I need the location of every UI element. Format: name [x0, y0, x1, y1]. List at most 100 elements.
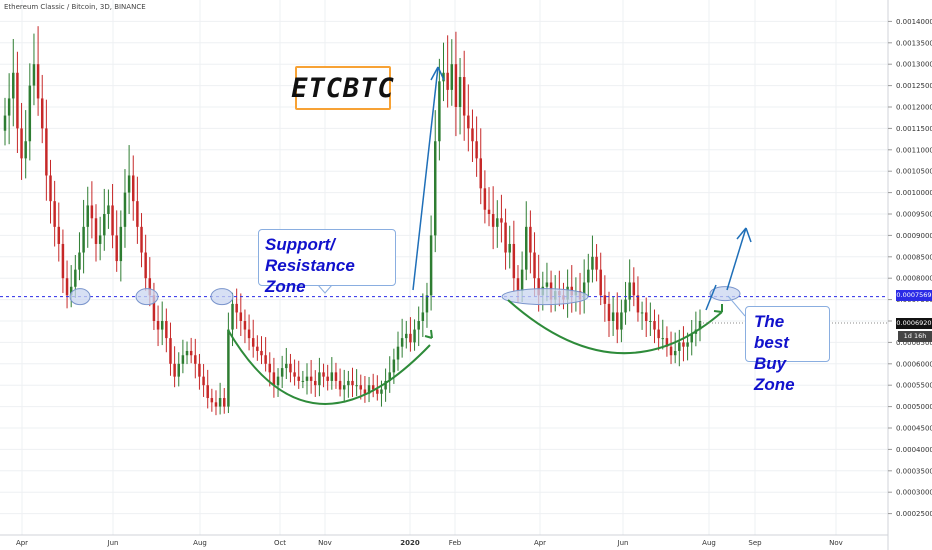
candle-body	[529, 226, 532, 253]
y-tick-label: 0.0012000	[896, 104, 932, 112]
candle-body	[231, 303, 234, 330]
buy-zone-callout: The best Buy Zone	[745, 306, 830, 394]
buy-callout-line1: The best	[754, 312, 789, 352]
candle-body	[28, 85, 32, 142]
y-tick-label: 0.0004500	[896, 425, 932, 433]
candle-body	[421, 312, 425, 321]
candle-body	[305, 376, 309, 381]
projection-arrow-line	[726, 227, 747, 291]
touch-zone-ellipse	[135, 288, 159, 306]
touch-zone-ellipse	[501, 288, 589, 306]
candle-body	[86, 205, 89, 227]
candle-body	[115, 235, 118, 262]
candle-body	[289, 363, 292, 373]
y-tick-label: 0.0013000	[896, 61, 932, 69]
buy-callout-line2: Buy Zone	[754, 354, 795, 394]
y-tick-label: 0.0002500	[896, 510, 932, 518]
candle-body	[686, 342, 689, 347]
candle-body	[500, 218, 503, 223]
y-tick-label: 0.0006500	[896, 339, 932, 347]
candle-body	[433, 141, 437, 236]
candle-body	[636, 295, 640, 313]
candle-body	[338, 380, 342, 390]
y-tick-label: 0.0009500	[896, 211, 932, 219]
y-tick-label: 0.0013500	[896, 39, 932, 47]
candle-body	[7, 98, 11, 116]
candle-body	[144, 252, 147, 279]
candle-body	[169, 338, 172, 364]
candle-body	[69, 286, 73, 296]
candle-body	[405, 333, 408, 339]
candle-body	[322, 372, 325, 377]
x-tick-label: Aug	[702, 539, 716, 547]
candles-layer	[3, 26, 702, 416]
y-tick-label: 0.0006000	[896, 360, 932, 368]
candle-body	[545, 282, 549, 287]
candle-body	[363, 389, 367, 394]
candle-body	[475, 141, 478, 159]
candle-body	[351, 380, 354, 386]
candle-body	[152, 295, 156, 321]
x-tick-label: Apr	[16, 539, 28, 547]
candle-body	[148, 278, 152, 296]
price-axis[interactable]: 0.0002500 0.0003000 0.0003500 0.0004000 0.00…	[887, 0, 932, 550]
support-resistance-callout: Support/ Resistance Zone	[258, 229, 396, 296]
breakout-arrow-head	[430, 66, 445, 81]
candle-body	[78, 252, 81, 270]
time-axis[interactable]: Apr Jun Aug Oct Nov 2020 Feb Apr Jun Aug Sep Nov	[0, 534, 888, 547]
support-callout-line1: Support/	[265, 235, 335, 254]
last-price-badge: 0.0006920	[896, 318, 932, 329]
y-tick-label: 0.0003500	[896, 467, 932, 475]
candle-body	[326, 376, 329, 381]
candle-body	[446, 72, 449, 90]
candle-body	[260, 350, 263, 356]
candle-body	[16, 72, 19, 129]
breakout-arrow-line	[412, 66, 439, 291]
candle-body	[632, 282, 636, 296]
candle-body	[32, 64, 36, 86]
candle-body	[462, 77, 466, 116]
candle-body	[669, 346, 673, 356]
candle-body	[537, 278, 540, 296]
candle-body	[438, 81, 441, 142]
candle-body	[301, 380, 305, 382]
candle-body	[599, 269, 602, 296]
candle-body	[425, 295, 429, 313]
x-tick-label: Apr	[534, 539, 546, 547]
candle-body	[107, 205, 110, 214]
candle-body	[673, 350, 677, 356]
candle-body	[483, 188, 487, 210]
candle-body	[355, 385, 358, 387]
candle-body	[156, 321, 160, 330]
candle-body	[318, 372, 321, 386]
candle-body	[285, 363, 288, 369]
candle-body	[388, 372, 391, 381]
candle-body	[359, 385, 363, 390]
candle-body	[40, 98, 44, 129]
cup-curve-1	[227, 329, 431, 405]
y-tick-label: 0.0008000	[896, 275, 932, 283]
candle-body	[297, 376, 300, 381]
x-tick-label: Nov	[829, 539, 843, 547]
candle-body	[198, 363, 201, 377]
candle-body	[611, 312, 615, 321]
candle-body	[665, 338, 669, 347]
candle-body	[620, 312, 623, 330]
candle-body	[136, 201, 139, 227]
candle-body	[409, 333, 412, 343]
candle-body	[272, 372, 276, 386]
candle-body	[309, 376, 313, 381]
candle-body	[181, 355, 185, 364]
candle-body	[525, 226, 528, 270]
candle-body	[479, 158, 482, 189]
candle-body	[276, 376, 280, 386]
candle-body	[268, 363, 272, 373]
candle-body	[587, 269, 590, 283]
candle-body	[533, 252, 536, 279]
candle-body	[177, 363, 180, 377]
candle-body	[417, 321, 420, 330]
candle-body	[649, 321, 652, 322]
candle-body	[12, 72, 15, 99]
